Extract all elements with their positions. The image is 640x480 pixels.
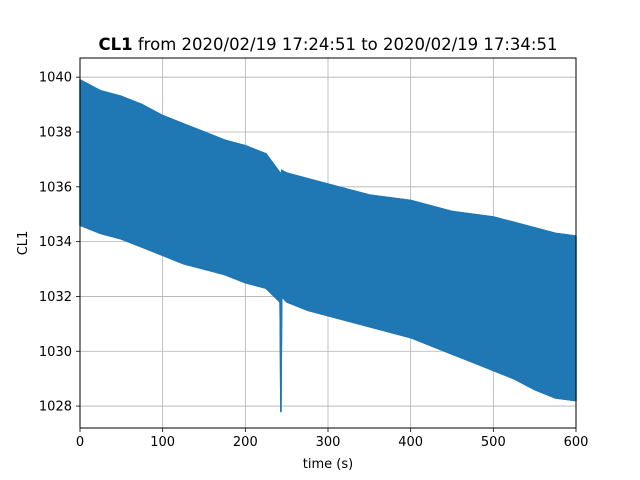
series-upper-line-0 bbox=[79, 79, 577, 237]
y-tick-label: 1030 bbox=[39, 345, 72, 360]
x-tick-label: 400 bbox=[398, 435, 423, 450]
chart-title: CL1 from 2020/02/19 17:24:51 to 2020/02/… bbox=[99, 35, 558, 54]
chart-title-bold: CL1 bbox=[99, 35, 133, 54]
x-axis-label: time (s) bbox=[303, 457, 353, 472]
y-tick-label: 1028 bbox=[39, 400, 72, 415]
y-tick-label: 1040 bbox=[39, 71, 72, 86]
chart-title-rest: from 2020/02/19 17:24:51 to 2020/02/19 1… bbox=[133, 35, 558, 54]
y-tick-label: 1034 bbox=[39, 235, 72, 250]
y-tick-label: 1032 bbox=[39, 290, 72, 305]
x-axis: 0 100 200 300 400 500 600 bbox=[76, 428, 589, 450]
x-tick-label: 100 bbox=[150, 435, 175, 450]
x-tick-label: 0 bbox=[76, 435, 84, 450]
y-tick-label: 1036 bbox=[39, 180, 72, 195]
y-tick-label: 1038 bbox=[39, 126, 72, 141]
y-axis: 1028 1030 1032 1034 1036 1038 1040 bbox=[39, 71, 80, 415]
plot-area bbox=[79, 57, 577, 429]
series-lower-line-0 bbox=[79, 224, 577, 412]
y-axis-label: CL1 bbox=[16, 231, 31, 256]
x-tick-label: 500 bbox=[481, 435, 506, 450]
x-tick-label: 300 bbox=[316, 435, 341, 450]
x-tick-label: 200 bbox=[233, 435, 258, 450]
x-tick-label: 600 bbox=[564, 435, 589, 450]
